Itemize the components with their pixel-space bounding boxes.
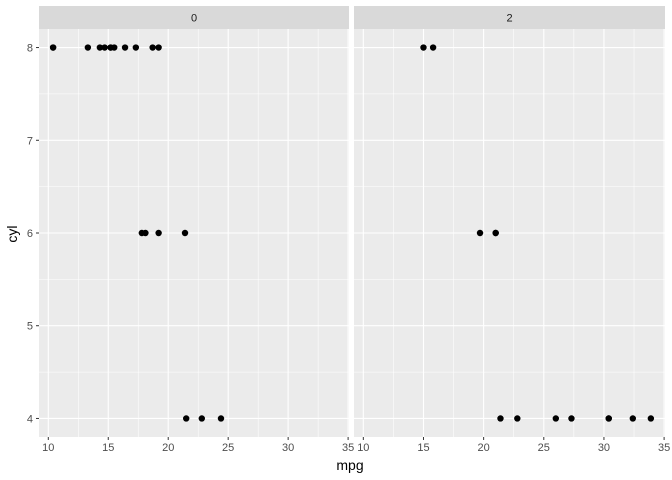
y-tick-label: 5	[27, 321, 33, 333]
facet-panels: 0 10 15 20 25 30 35 2 10 15 20 25 30 35	[39, 6, 670, 454]
facet-strip	[354, 6, 665, 29]
data-point	[476, 229, 484, 237]
data-point	[217, 415, 225, 422]
data-point	[107, 44, 114, 51]
facet-panel-2: 2 10 15 20 25 30 35	[354, 6, 670, 454]
data-point	[132, 44, 140, 51]
y-tick-label: 8	[27, 43, 33, 55]
facet-strip-label: 0	[191, 13, 197, 25]
x-tick-label: 15	[102, 442, 114, 454]
facet-panel-0: 0 10 15 20 25 30 35	[39, 6, 354, 454]
data-point	[96, 44, 104, 51]
x-tick-label: 10	[42, 442, 54, 454]
data-point	[138, 229, 146, 237]
data-point	[181, 229, 189, 237]
data-point	[101, 44, 108, 51]
data-point	[492, 229, 499, 237]
data-point	[155, 44, 162, 51]
y-axis: 4 5 6 7 8	[27, 43, 39, 425]
x-tick-label: 35	[658, 442, 670, 454]
data-point	[198, 415, 205, 422]
x-tick-label: 30	[598, 442, 610, 454]
x-tick-label: 35	[342, 442, 354, 454]
data-point	[514, 415, 521, 422]
data-point	[149, 44, 156, 51]
data-point	[629, 415, 637, 422]
y-tick-label: 7	[27, 135, 33, 147]
x-tick-label: 25	[222, 442, 234, 454]
data-point	[497, 415, 504, 422]
x-tick-label: 30	[282, 442, 294, 454]
y-tick-label: 6	[27, 228, 33, 240]
data-point	[183, 415, 190, 422]
data-point	[49, 44, 57, 51]
data-point	[647, 415, 655, 422]
x-tick-label: 15	[417, 442, 429, 454]
data-point	[552, 415, 560, 422]
x-axis-title: mpg	[336, 457, 363, 473]
x-tick-label: 10	[357, 442, 369, 454]
y-axis-title: cyl	[4, 225, 20, 242]
data-point	[605, 415, 612, 422]
data-point	[121, 44, 129, 51]
y-tick-label: 4	[27, 413, 33, 425]
x-tick-label: 25	[538, 442, 550, 454]
x-tick-label: 20	[478, 442, 490, 454]
data-point	[84, 44, 92, 51]
data-point	[429, 44, 437, 51]
data-point	[420, 44, 427, 51]
x-tick-label: 20	[162, 442, 174, 454]
facet-strip-label: 2	[506, 13, 512, 25]
data-point	[155, 229, 162, 237]
data-point	[568, 415, 575, 422]
facet-strip	[39, 6, 349, 29]
